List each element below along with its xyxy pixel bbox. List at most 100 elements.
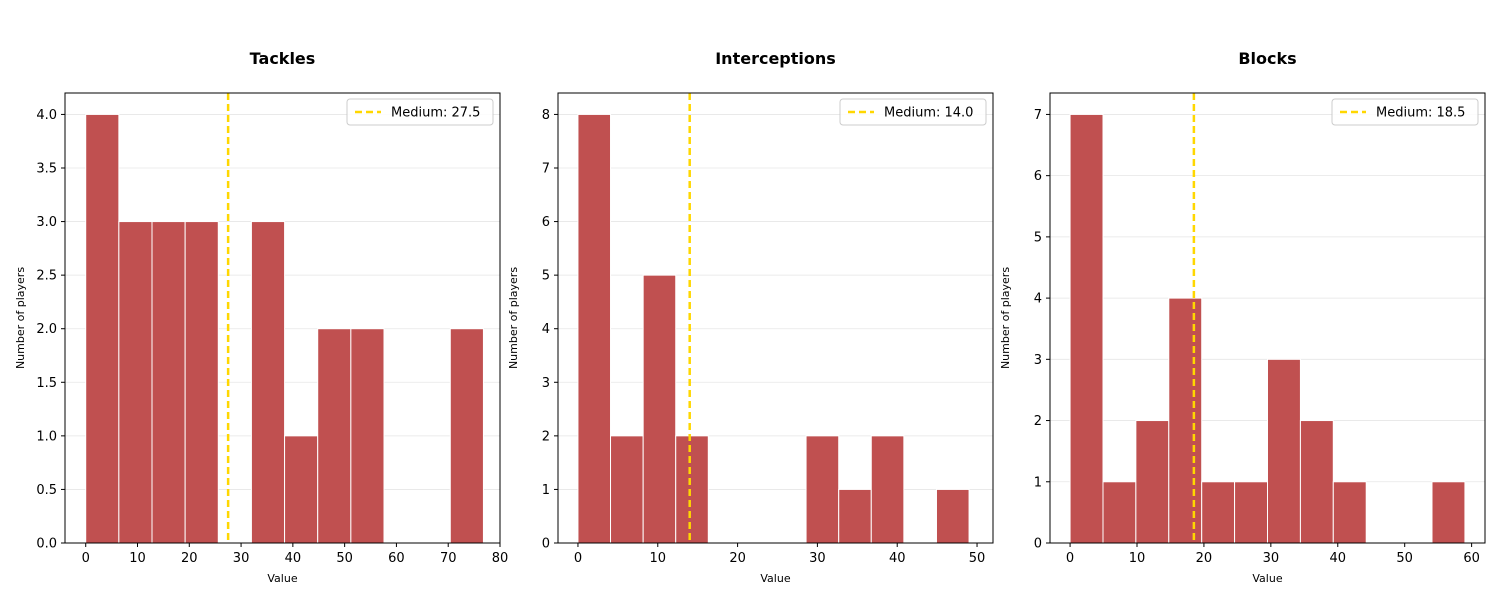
- chart-panel-0: 0 10 20 30 40 50 60 70 80 0.0 0.5 1.0 1.5 2.0 2.5 3.0 3.…: [14, 49, 508, 585]
- y-tick-label: 0.5: [36, 483, 57, 498]
- legend-box: [839, 98, 987, 126]
- y-tick-label: 0: [542, 537, 550, 552]
- axes-frame: [557, 92, 994, 544]
- x-tick-label: 30: [1263, 551, 1280, 566]
- y-tick-label: 0: [1034, 537, 1042, 552]
- histogram-bar: [1299, 420, 1334, 544]
- legend-label: Medium: 27.5: [391, 106, 480, 121]
- histogram-bar: [1332, 481, 1367, 544]
- legend-box: [1331, 98, 1479, 126]
- x-tick-label: 0: [82, 551, 90, 566]
- histogram-bar: [1168, 297, 1203, 544]
- histogram-bar: [118, 221, 153, 544]
- legend: Medium: 14.0: [839, 98, 987, 126]
- y-tick-label: 3: [1034, 353, 1042, 368]
- legend-label: Medium: 18.5: [1376, 106, 1465, 121]
- histogram-bar: [870, 435, 905, 544]
- y-tick-label: 5: [1034, 230, 1042, 245]
- chart-panel-1: 0 10 20 30 40 50 0 1 2 3 4 5 6 7 8 Interceptions Value Nu…: [507, 49, 994, 585]
- x-tick-label: 30: [809, 551, 826, 566]
- y-tick-label: 1: [542, 483, 550, 498]
- chart-panel-2: 0 10 20 30 40 50 60 0 1 2 3 4 5 6 7 Blocks Value Number o…: [999, 49, 1486, 585]
- y-tick-label: 1.0: [36, 429, 57, 444]
- x-tick-label: 60: [388, 551, 405, 566]
- histogram-bar: [1135, 420, 1170, 544]
- histogram-bar: [935, 488, 970, 544]
- x-tick-label: 20: [181, 551, 198, 566]
- histogram-bar: [184, 221, 219, 544]
- histogram-bar: [250, 221, 286, 544]
- histogram-bar: [1201, 481, 1236, 544]
- histogram-bar: [85, 113, 120, 544]
- x-axis-label: Value: [1252, 572, 1282, 585]
- x-tick-label: 40: [285, 551, 302, 566]
- histogram-bar: [317, 328, 352, 544]
- chart-title: Blocks: [1238, 49, 1296, 68]
- legend: Medium: 27.5: [346, 98, 494, 126]
- x-tick-label: 50: [969, 551, 986, 566]
- y-tick-label: 2.0: [36, 322, 57, 337]
- legend-box: [346, 98, 494, 126]
- y-tick-label: 1: [1034, 475, 1042, 490]
- x-tick-label: 10: [1129, 551, 1146, 566]
- histogram-bar: [151, 221, 186, 544]
- x-tick-label: 70: [440, 551, 457, 566]
- y-tick-label: 4: [1034, 292, 1042, 307]
- histogram-bar: [838, 488, 872, 544]
- x-tick-label: 0: [574, 551, 582, 566]
- x-tick-label: 60: [1463, 551, 1480, 566]
- axes-frame: [1049, 92, 1486, 544]
- chart-title: Tackles: [250, 49, 316, 68]
- x-tick-label: 10: [129, 551, 146, 566]
- y-tick-label: 2: [542, 429, 550, 444]
- histogram-bar: [610, 435, 644, 544]
- y-tick-label: 5: [542, 269, 550, 284]
- y-axis-label: Number of players: [999, 267, 1012, 369]
- y-tick-label: 4: [542, 322, 550, 337]
- y-tick-label: 4.0: [36, 108, 57, 123]
- x-axis-label: Value: [267, 572, 297, 585]
- histogram-bar: [805, 435, 840, 544]
- x-axis-label: Value: [760, 572, 790, 585]
- y-axis-label: Number of players: [507, 267, 520, 369]
- y-tick-label: 3.5: [36, 162, 57, 177]
- histogram-bar: [1234, 481, 1269, 544]
- x-tick-label: 20: [1196, 551, 1213, 566]
- histogram-bar: [449, 328, 484, 544]
- histogram-bar: [675, 435, 709, 544]
- x-tick-label: 40: [1329, 551, 1346, 566]
- y-tick-label: 7: [542, 162, 550, 177]
- x-tick-label: 30: [233, 551, 250, 566]
- x-tick-label: 20: [729, 551, 746, 566]
- histogram-bar: [350, 328, 385, 544]
- chart-title: Interceptions: [715, 49, 836, 68]
- x-tick-label: 10: [649, 551, 666, 566]
- histogram-bar: [577, 113, 612, 544]
- axes-frame: [64, 92, 501, 544]
- histogram-bar: [1267, 358, 1301, 544]
- histogram-bar: [642, 274, 677, 544]
- histogram-bar: [1431, 481, 1466, 544]
- x-tick-label: 40: [889, 551, 906, 566]
- legend: Medium: 18.5: [1331, 98, 1479, 126]
- y-tick-label: 6: [1034, 169, 1042, 184]
- y-tick-label: 6: [542, 215, 550, 230]
- y-tick-label: 3: [542, 376, 550, 391]
- x-tick-label: 50: [1396, 551, 1413, 566]
- y-tick-label: 7: [1034, 108, 1042, 123]
- histogram-bar: [1069, 113, 1104, 544]
- x-tick-label: 80: [492, 551, 509, 566]
- y-tick-label: 1.5: [36, 376, 57, 391]
- y-axis-label: Number of players: [14, 267, 27, 369]
- y-tick-label: 8: [542, 108, 550, 123]
- y-tick-label: 2: [1034, 414, 1042, 429]
- y-tick-label: 2.5: [36, 269, 57, 284]
- legend-label: Medium: 14.0: [884, 106, 973, 121]
- x-tick-label: 0: [1066, 551, 1074, 566]
- histogram-bar: [1102, 481, 1137, 544]
- histogram-bar: [284, 435, 319, 544]
- x-tick-label: 50: [336, 551, 353, 566]
- y-tick-label: 3.0: [36, 215, 57, 230]
- y-tick-label: 0.0: [36, 537, 57, 552]
